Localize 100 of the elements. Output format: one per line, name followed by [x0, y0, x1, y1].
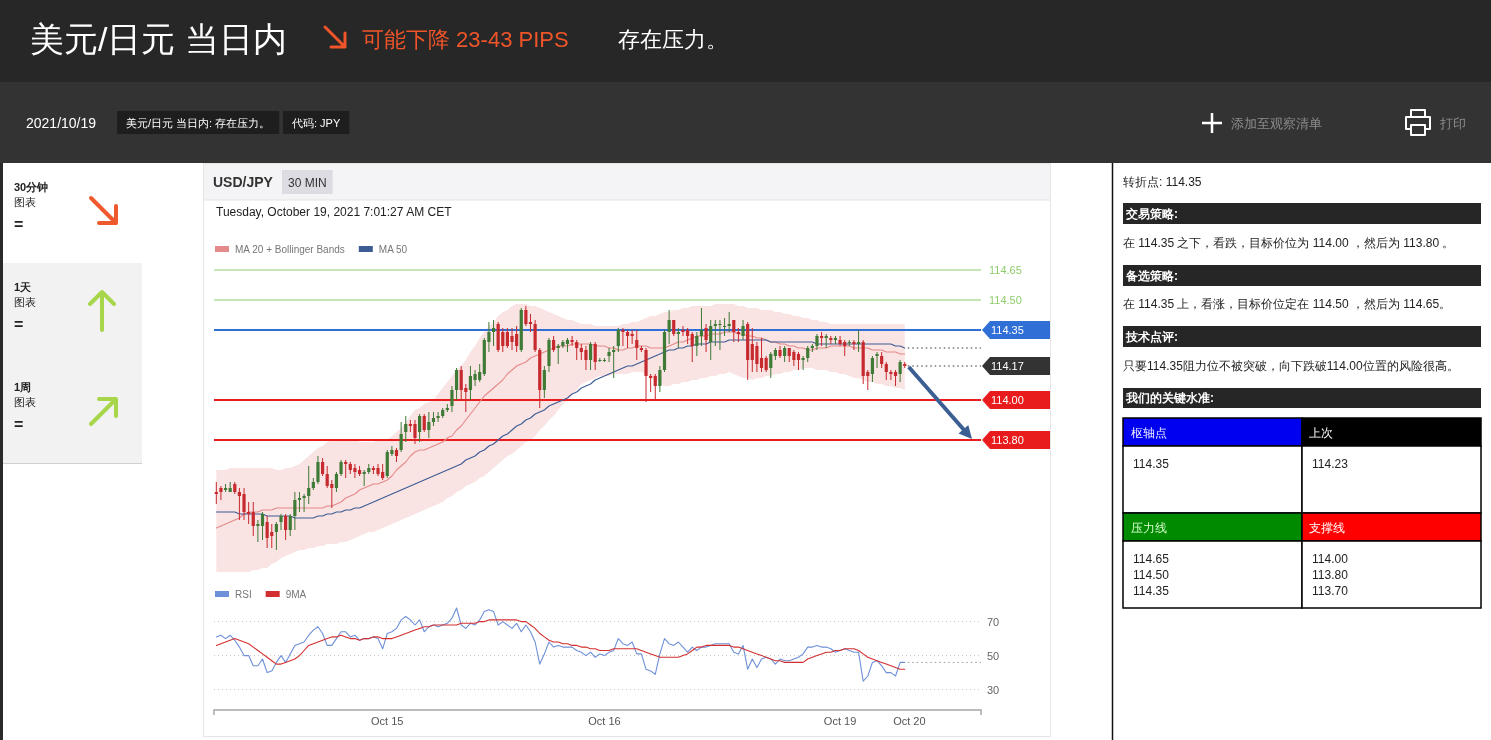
candlestick — [704, 324, 708, 352]
candlestick — [219, 486, 223, 500]
ref-line-label: 114.17 — [991, 360, 1024, 372]
y2-tick-label: 70 — [986, 615, 1000, 628]
text: 图表 — [14, 296, 36, 308]
text: 30分钟 — [14, 181, 49, 193]
candlestick — [450, 386, 454, 412]
candlestick — [741, 320, 745, 340]
text: = — [14, 216, 24, 233]
x-tick-label: Oct 16 — [588, 715, 621, 727]
text: 图表 — [14, 396, 36, 408]
candlestick — [815, 334, 819, 350]
candlestick — [722, 318, 727, 336]
x-tick-label: Oct 19 — [823, 715, 857, 727]
legend-label: 9MA — [285, 588, 307, 600]
candlestick — [736, 328, 741, 342]
ref-line-label: 114.00 — [991, 394, 1024, 406]
text: 114.65 — [1133, 552, 1170, 566]
candlestick — [528, 314, 533, 332]
text: 图表 — [14, 196, 36, 208]
text: 上次 — [1309, 426, 1333, 440]
y2-tick-label: 30 — [986, 683, 1000, 696]
text: 在 114.35 上，看涨，目标价位定在 114.50 ，然后为 114.65。 — [1123, 297, 1452, 311]
candlestick — [436, 412, 440, 422]
candlestick — [621, 328, 625, 346]
ref-line-label: 114.50 — [989, 294, 1022, 306]
text: 美元/日元 当日内: 存在压力。 — [126, 117, 271, 129]
chart-title: USD/JPY — [213, 174, 274, 190]
text: 30 MIN — [287, 175, 327, 190]
candlestick — [344, 460, 348, 478]
text: 添加至观察清单 — [1231, 116, 1322, 131]
legend-label: MA 50 — [378, 243, 408, 255]
text: 美元/日元 当日内 — [30, 20, 287, 58]
candlestick — [339, 460, 343, 476]
candlestick — [676, 328, 680, 348]
text: 存在压力。 — [618, 27, 728, 52]
candlestick — [718, 320, 722, 350]
candlestick — [547, 338, 551, 372]
candlestick — [570, 336, 574, 346]
text: 枢轴点 — [1131, 426, 1167, 440]
candlestick — [875, 352, 879, 368]
text: = — [14, 416, 24, 433]
candlestick — [607, 348, 611, 362]
chart-subtitle: Tuesday, October 19, 2021 7:01:27 AM CET — [216, 205, 453, 219]
candlestick — [556, 344, 560, 364]
text: 打印 — [1439, 116, 1466, 131]
x-tick-label: Oct 15 — [371, 715, 404, 727]
x-tick-label: Oct 20 — [893, 715, 926, 727]
candlestick — [644, 348, 648, 402]
candlestick — [510, 328, 514, 350]
legend-label: MA 20 + Bollinger Bands — [235, 243, 345, 255]
candlestick — [852, 340, 856, 350]
line-series — [215, 607, 906, 682]
candlestick — [242, 488, 246, 520]
candlestick — [801, 356, 805, 370]
text: 我们的关键水准: — [1125, 391, 1214, 405]
text: 114.35 — [1133, 584, 1170, 598]
candlestick — [819, 332, 824, 346]
text: 2021/10/19 — [26, 115, 97, 131]
candlestick — [362, 470, 366, 486]
candlestick — [297, 492, 302, 512]
text: 只要114.35阻力位不被突破，向下跌破114.00位置的风险很高。 — [1123, 359, 1459, 373]
text: 技术点评: — [1125, 330, 1178, 344]
candlestick — [413, 420, 417, 444]
text: 114.00 — [1312, 552, 1349, 566]
text: 可能下降 23-43 PIPS — [362, 27, 569, 52]
text: 备选策略: — [1125, 269, 1178, 283]
candlestick — [247, 502, 251, 524]
candlestick — [727, 312, 731, 332]
ref-line-label: 113.80 — [991, 434, 1024, 446]
candlestick — [630, 330, 634, 344]
candlestick — [279, 514, 283, 530]
candlestick — [214, 482, 218, 504]
candlestick — [302, 494, 306, 512]
text: 交易策略: — [1125, 207, 1178, 221]
y2-tick-label: 50 — [986, 649, 1000, 662]
text: 压力线 — [1131, 521, 1167, 535]
text: 代码: JPY — [291, 117, 341, 129]
text: 113.80 — [1312, 568, 1349, 582]
candlestick — [649, 374, 653, 392]
text: 114.50 — [1133, 568, 1170, 582]
text: 114.23 — [1312, 457, 1349, 471]
candlestick — [612, 346, 616, 378]
text: = — [14, 316, 24, 333]
text: 1周 — [14, 381, 32, 393]
text: 1天 — [14, 281, 33, 293]
candlestick — [856, 330, 861, 352]
text: 支撑线 — [1309, 521, 1345, 535]
candlestick — [824, 334, 828, 348]
text: 转折点: 114.35 — [1123, 175, 1202, 189]
ref-line-label: 114.65 — [989, 264, 1022, 276]
candlestick — [256, 520, 260, 542]
legend-label: RSI — [235, 588, 252, 600]
text: 113.70 — [1312, 584, 1349, 598]
line-series — [215, 619, 906, 670]
text: 在 114.35 之下，看跌，目标价位为 114.00 ，然后为 113.80 。 — [1123, 236, 1455, 250]
candlestick — [584, 346, 588, 370]
candlestick — [376, 464, 380, 476]
text: 114.35 — [1133, 457, 1170, 471]
candlestick — [316, 456, 320, 484]
